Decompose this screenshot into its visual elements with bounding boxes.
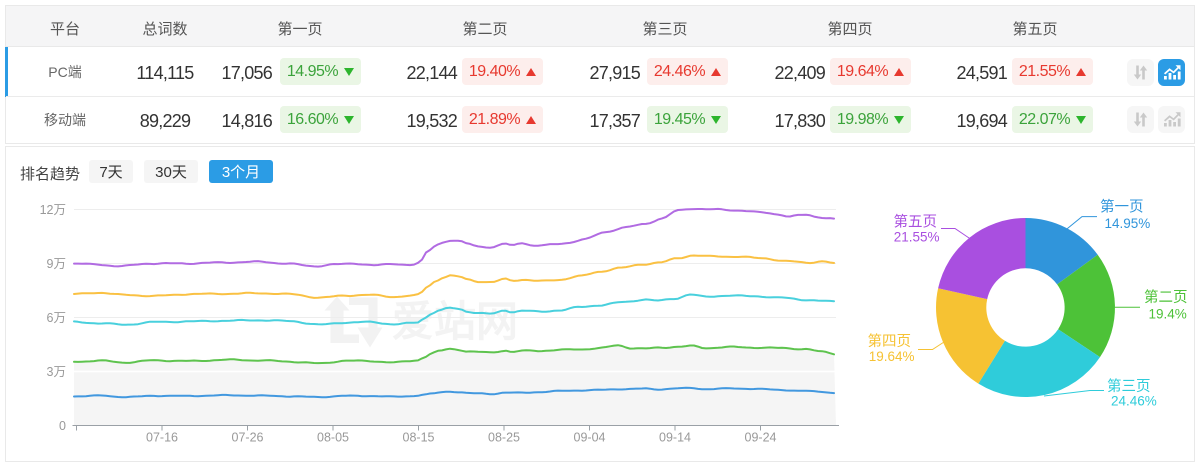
svg-text:08-05: 08-05 <box>317 431 349 445</box>
svg-text:21.55%: 21.55% <box>894 230 940 245</box>
svg-text:第一页: 第一页 <box>1100 198 1144 216</box>
svg-text:9万: 9万 <box>47 257 66 271</box>
svg-text:12万: 12万 <box>40 203 66 217</box>
svg-text:24.46%: 24.46% <box>1111 394 1157 409</box>
svg-text:08-25: 08-25 <box>488 431 520 445</box>
svg-text:0: 0 <box>59 419 66 433</box>
svg-text:07-16: 07-16 <box>146 431 178 445</box>
svg-text:第四页: 第四页 <box>868 332 912 350</box>
svg-text:07-26: 07-26 <box>232 431 264 445</box>
svg-text:19.4%: 19.4% <box>1149 307 1187 322</box>
svg-text:3万: 3万 <box>47 365 66 379</box>
svg-text:09-14: 09-14 <box>659 431 691 445</box>
svg-text:14.95%: 14.95% <box>1105 216 1151 231</box>
svg-text:19.64%: 19.64% <box>869 349 915 364</box>
svg-text:09-24: 09-24 <box>745 431 777 445</box>
svg-text:08-15: 08-15 <box>403 431 435 445</box>
svg-text:爱站网: 爱站网 <box>392 298 518 345</box>
svg-text:第五页: 第五页 <box>894 213 938 231</box>
svg-text:09-04: 09-04 <box>574 431 606 445</box>
svg-text:6万: 6万 <box>47 311 66 325</box>
svg-text:第二页: 第二页 <box>1144 288 1188 306</box>
svg-text:第三页: 第三页 <box>1107 377 1151 395</box>
